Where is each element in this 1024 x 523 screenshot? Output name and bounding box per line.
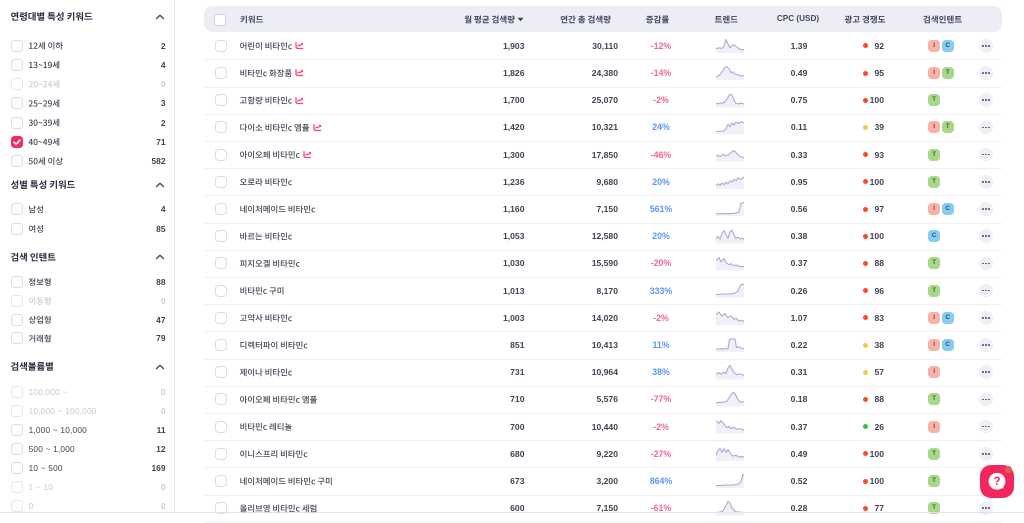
- svg-text:?: ?: [993, 476, 1000, 488]
